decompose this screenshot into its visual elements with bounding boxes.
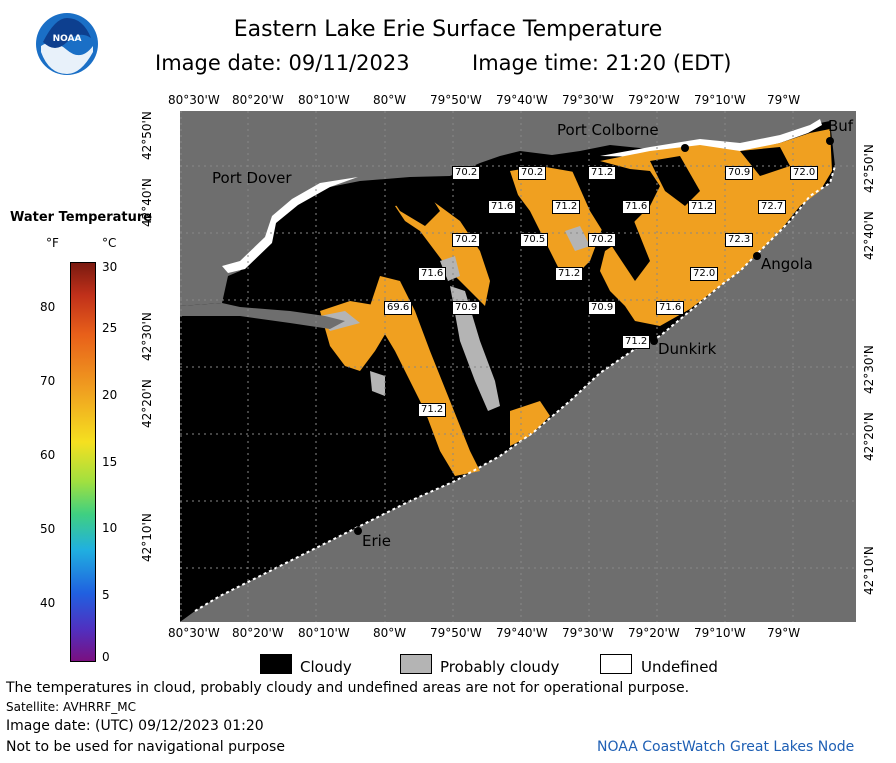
temp-label: 69.6 xyxy=(384,301,413,315)
temp-label: 70.9 xyxy=(588,301,617,315)
temp-label: 71.6 xyxy=(622,200,651,214)
image-date: Image date: 09/11/2023 xyxy=(155,51,410,75)
legend-title: Water Temperature xyxy=(10,210,153,225)
cloudy-swatch xyxy=(260,654,292,674)
temp-label: 72.0 xyxy=(790,166,819,180)
place-angola: Angola xyxy=(761,255,813,273)
utc-date-text: Image date: (UTC) 09/12/2023 01:20 xyxy=(6,718,264,734)
port-colborne-marker xyxy=(681,144,689,152)
undefined-swatch xyxy=(600,654,632,674)
lon-tick-bottom: 80°20'W xyxy=(232,626,284,640)
lon-tick-bottom: 80°10'W xyxy=(298,626,350,640)
legend-unit-c: °C xyxy=(102,236,117,250)
place-port-dover: Port Dover xyxy=(212,169,292,187)
lat-tick-right: 42°50'N xyxy=(862,144,876,193)
lon-tick-top: 79°20'W xyxy=(628,93,680,107)
nav-warning-text: Not to be used for navigational purpose xyxy=(6,739,285,755)
temp-label: 71.6 xyxy=(656,301,685,315)
lon-tick-top: 80°20'W xyxy=(232,93,284,107)
lat-tick-left: 42°20'N xyxy=(140,379,154,428)
lat-tick-right: 42°30'N xyxy=(862,345,876,394)
temp-label: 71.2 xyxy=(555,267,584,281)
lon-tick-top: 79°40'W xyxy=(496,93,548,107)
temp-label: 70.2 xyxy=(518,166,547,180)
temp-label: 71.2 xyxy=(622,335,651,349)
dunkirk-marker xyxy=(650,337,658,345)
legend-c-tick: 10 xyxy=(102,521,118,535)
lon-tick-bottom: 79°10'W xyxy=(694,626,746,640)
lon-tick-top: 79°10'W xyxy=(694,93,746,107)
lon-tick-bottom: 79°20'W xyxy=(628,626,680,640)
lon-tick-bottom: 79°W xyxy=(767,626,801,640)
place-buffalo: Buf xyxy=(828,117,854,135)
legend-unit-f: °F xyxy=(46,236,59,250)
angola-marker xyxy=(753,252,761,260)
legend-c-tick: 25 xyxy=(102,321,118,335)
place-erie: Erie xyxy=(362,532,392,550)
lon-tick-bottom: 79°40'W xyxy=(496,626,548,640)
noaa-logo: NOAA xyxy=(35,12,99,76)
lat-tick-left: 42°30'N xyxy=(140,312,154,361)
temp-label: 72.0 xyxy=(690,267,719,281)
lat-tick-left: 42°10'N xyxy=(140,513,154,562)
legend-c-tick: 0 xyxy=(102,650,110,664)
place-dunkirk: Dunkirk xyxy=(658,340,717,358)
logo-text: NOAA xyxy=(53,34,82,44)
lon-tick-bottom: 79°30'W xyxy=(562,626,614,640)
legend-f-tick: 70 xyxy=(40,374,56,388)
temp-label: 71.2 xyxy=(688,200,717,214)
lon-tick-bottom: 79°50'W xyxy=(430,626,482,640)
temp-label: 71.2 xyxy=(552,200,581,214)
lon-tick-top: 80°10'W xyxy=(298,93,350,107)
temp-label: 70.2 xyxy=(588,233,617,247)
temp-label: 70.9 xyxy=(452,301,481,315)
lon-tick-top: 79°50'W xyxy=(430,93,482,107)
lon-tick-top: 79°30'W xyxy=(562,93,614,107)
temp-label: 71.6 xyxy=(418,267,447,281)
legend-f-tick: 50 xyxy=(40,522,56,536)
lon-tick-top: 80°W xyxy=(373,93,407,107)
temp-label: 70.2 xyxy=(452,233,481,247)
legend-c-tick: 15 xyxy=(102,455,118,469)
temp-label: 71.6 xyxy=(488,200,517,214)
temp-label: 70.9 xyxy=(725,166,754,180)
probably-cloudy-label: Probably cloudy xyxy=(440,658,560,676)
lon-tick-top: 80°30'W xyxy=(168,93,220,107)
lon-tick-bottom: 80°30'W xyxy=(168,626,220,640)
legend-c-tick: 30 xyxy=(102,260,118,274)
lat-tick-right: 42°40'N xyxy=(862,211,876,260)
temp-label: 71.2 xyxy=(588,166,617,180)
temp-label: 70.5 xyxy=(520,233,549,247)
satellite-text: Satellite: AVHRRF_MC xyxy=(6,700,136,714)
disclaimer-text: The temperatures in cloud, probably clou… xyxy=(6,680,690,696)
cloud-streaks xyxy=(380,147,790,301)
legend-c-tick: 5 xyxy=(102,588,110,602)
temp-label: 72.7 xyxy=(758,200,787,214)
lon-tick-top: 79°W xyxy=(767,93,801,107)
legend-f-tick: 60 xyxy=(40,448,56,462)
probably-cloudy-swatch xyxy=(400,654,432,674)
legend-colorbar xyxy=(70,262,96,662)
lon-tick-bottom: 80°W xyxy=(373,626,407,640)
lat-tick-right: 42°20'N xyxy=(862,412,876,461)
legend-c-tick: 20 xyxy=(102,388,118,402)
grid-lines xyxy=(180,111,856,622)
legend-f-tick: 40 xyxy=(40,596,56,610)
temperature-labels: 70.2 70.2 71.2 70.9 72.0 71.6 71.2 71.6 … xyxy=(180,111,856,622)
temp-label: 72.3 xyxy=(725,233,754,247)
cloudy-label: Cloudy xyxy=(300,658,352,676)
lat-tick-right: 42°10'N xyxy=(862,546,876,595)
legend-f-tick: 80 xyxy=(40,300,56,314)
map-title: Eastern Lake Erie Surface Temperature xyxy=(233,17,663,42)
temperature-map: 70.2 70.2 71.2 70.9 72.0 71.6 71.2 71.6 … xyxy=(180,111,856,622)
buffalo-marker xyxy=(826,137,834,145)
lat-tick-left: 42°50'N xyxy=(140,111,154,160)
credit-text: NOAA CoastWatch Great Lakes Node xyxy=(597,739,855,755)
temp-label: 70.2 xyxy=(452,166,481,180)
temp-label: 71.2 xyxy=(418,403,447,417)
image-time: Image time: 21:20 (EDT) xyxy=(472,51,732,75)
place-port-colborne: Port Colborne xyxy=(557,121,659,139)
undefined-label: Undefined xyxy=(641,658,718,676)
erie-marker xyxy=(354,527,362,535)
